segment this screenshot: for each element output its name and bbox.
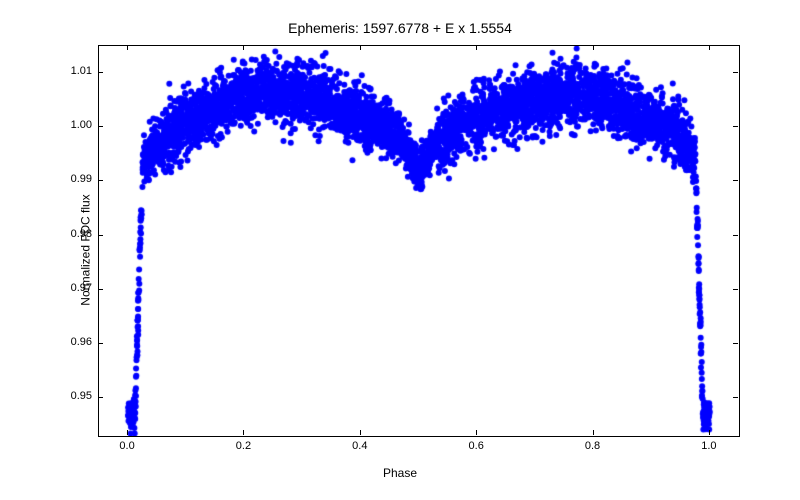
x-tick — [593, 45, 594, 50]
x-tick — [127, 430, 128, 435]
y-tick — [733, 289, 738, 290]
y-tick — [98, 126, 103, 127]
x-tick-label: 0.6 — [456, 440, 496, 452]
y-tick — [733, 72, 738, 73]
y-tick — [733, 180, 738, 181]
x-tick — [709, 45, 710, 50]
x-tick — [476, 430, 477, 435]
x-tick-label: 1.0 — [689, 440, 729, 452]
y-tick-label: 0.99 — [52, 173, 92, 185]
x-tick-label: 0.2 — [223, 440, 263, 452]
y-tick — [98, 397, 103, 398]
y-tick-label: 1.01 — [52, 65, 92, 77]
x-tick — [360, 430, 361, 435]
y-tick — [733, 397, 738, 398]
y-tick — [98, 289, 103, 290]
scatter-canvas — [99, 46, 739, 436]
y-tick — [733, 126, 738, 127]
x-tick-label: 0.4 — [340, 440, 380, 452]
plot-area — [98, 45, 740, 437]
figure-container: Ephemeris: 1597.6778 + E x 1.5554 Normal… — [0, 0, 800, 500]
chart-title: Ephemeris: 1597.6778 + E x 1.5554 — [0, 20, 800, 36]
y-tick — [98, 180, 103, 181]
y-tick-label: 1.00 — [52, 119, 92, 131]
x-tick — [709, 430, 710, 435]
x-tick — [243, 45, 244, 50]
y-tick-label: 0.96 — [52, 336, 92, 348]
y-tick — [98, 72, 103, 73]
x-tick — [243, 430, 244, 435]
y-tick — [98, 343, 103, 344]
x-tick — [593, 430, 594, 435]
x-tick — [127, 45, 128, 50]
x-axis-label: Phase — [0, 466, 800, 480]
y-tick-label: 0.98 — [52, 228, 92, 240]
x-tick-label: 0.0 — [107, 440, 147, 452]
y-tick — [733, 343, 738, 344]
y-tick-label: 0.97 — [52, 282, 92, 294]
x-tick — [476, 45, 477, 50]
y-tick — [733, 235, 738, 236]
y-tick — [98, 235, 103, 236]
x-tick-label: 0.8 — [573, 440, 613, 452]
x-tick — [360, 45, 361, 50]
y-tick-label: 0.95 — [52, 390, 92, 402]
